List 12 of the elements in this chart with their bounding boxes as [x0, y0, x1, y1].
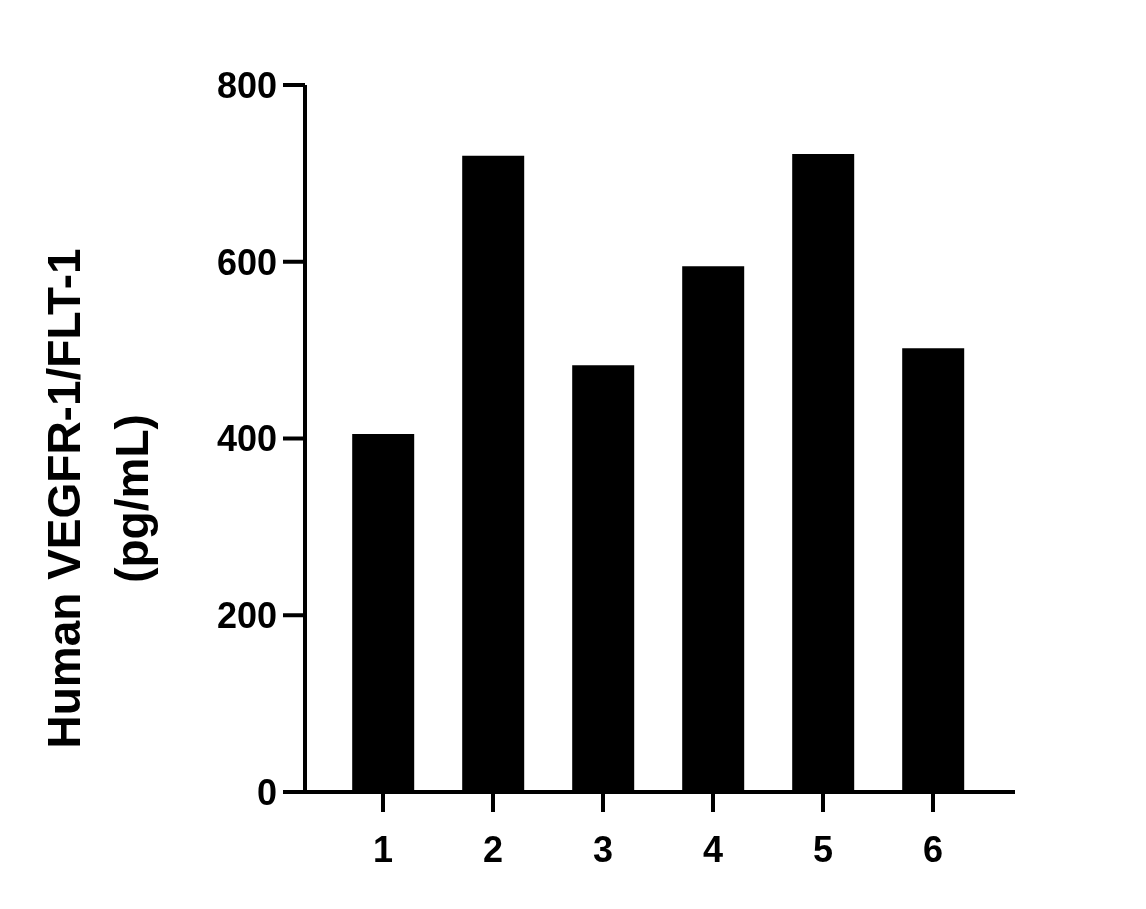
y-axis-title: Human VEGFR-1/FLT-1 (pg/mL): [38, 248, 158, 749]
y-tick-label: 0: [256, 771, 277, 813]
y-tick-label: 800: [216, 64, 277, 106]
y-tick-label: 200: [216, 595, 277, 637]
y-tick-label: 600: [216, 241, 277, 283]
x-tick-label: 4: [702, 828, 724, 870]
x-tick-label: 1: [372, 828, 394, 870]
x-tick-label: 6: [922, 828, 944, 870]
y-tick-label: 400: [216, 418, 277, 460]
x-tick-label: 2: [482, 828, 504, 870]
x-tick-label: 5: [812, 828, 834, 870]
x-tick-label: 3: [592, 828, 614, 870]
